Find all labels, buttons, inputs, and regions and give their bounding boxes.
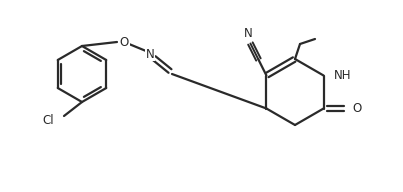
Text: NH: NH — [334, 69, 351, 82]
Text: N: N — [145, 47, 154, 60]
Text: N: N — [244, 27, 253, 40]
Text: Cl: Cl — [42, 113, 54, 127]
Text: O: O — [353, 102, 362, 115]
Text: O: O — [119, 36, 129, 49]
